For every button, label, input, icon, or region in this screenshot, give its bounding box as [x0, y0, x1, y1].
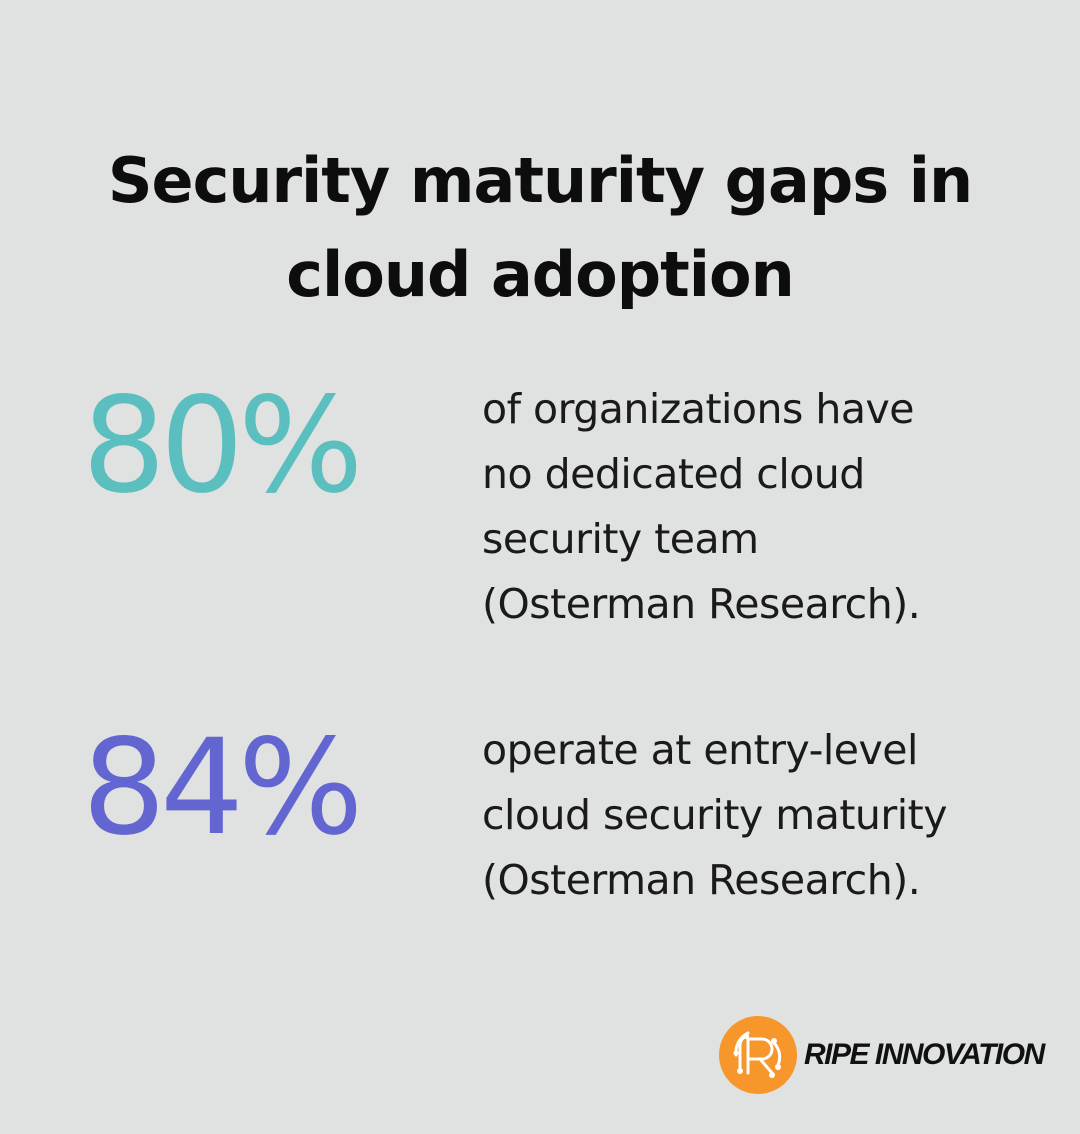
brand-logo: RIPE INNOVATION [718, 1014, 1045, 1096]
page-title: Security maturity gaps in cloud adoption [0, 134, 1080, 322]
ripe-innovation-logo-icon [719, 1016, 797, 1094]
stat-description-1: of organizations have no dedicated cloud… [482, 377, 1042, 637]
brand-name: RIPE INNOVATION [804, 1038, 1045, 1071]
stat-value-80: 80% [82, 369, 363, 523]
stat-description-2: operate at entry-level cloud security ma… [482, 718, 1042, 913]
stat-description-1-line-4: (Osterman Research). [482, 580, 921, 628]
stat-description-1-line-2: no dedicated cloud [482, 450, 865, 498]
stat-value-84: 84% [82, 711, 363, 865]
stat-description-1-line-3: security team [482, 515, 759, 563]
stat-description-2-line-2: cloud security maturity [482, 791, 948, 839]
page-title-line-1: Security maturity gaps in [107, 143, 973, 217]
stat-description-1-line-1: of organizations have [482, 385, 914, 433]
stat-description-2-line-3: (Osterman Research). [482, 856, 921, 904]
page-title-line-2: cloud adoption [286, 237, 795, 311]
stat-description-2-line-1: operate at entry-level [482, 726, 918, 774]
